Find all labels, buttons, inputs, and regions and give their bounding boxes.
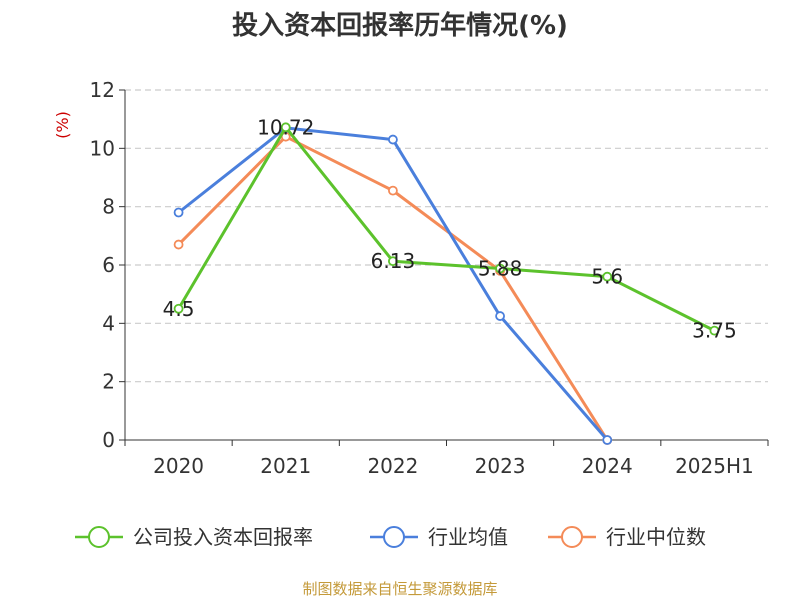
data-point [173,239,184,250]
legend-swatch-marker [561,526,583,548]
y-tick-label: 8 [102,195,115,219]
series-line [177,125,716,332]
data-point [602,435,613,445]
data-label: 4.5 [163,297,195,321]
axes [119,89,769,446]
legend: 公司投入资本回报率 行业均值 行业中位数 [75,525,706,549]
y-tick-labels: 0 2 4 6 8 10 12 [90,78,115,452]
data-label: 6.13 [371,249,416,273]
legend-label: 行业中位数 [606,525,706,549]
data-point [388,256,398,267]
data-point [173,207,184,218]
x-tick-labels: 2020 2021 2022 2023 2024 2025H1 [153,454,754,478]
legend-swatch-marker [383,526,405,548]
x-tick-label: 2024 [582,454,633,478]
data-label: 10.72 [257,115,314,139]
y-tick-label: 0 [102,428,115,452]
data-point [280,122,291,133]
y-tick-label: 2 [102,370,115,394]
data-point [173,303,184,314]
data-labels: 4.5 10.72 6.13 5.88 5.6 3.75 [163,115,737,342]
y-tick-label: 6 [102,253,115,277]
data-point [495,263,505,274]
legend-swatch-marker [88,526,110,548]
data-label: 5.6 [591,265,623,289]
legend-label: 公司投入资本回报率 [133,525,313,549]
chart-title: 投入资本回报率历年情况(%) [232,10,568,41]
x-tick-label: 2025H1 [675,454,754,478]
x-tick-label: 2023 [475,454,526,478]
x-tick-label: 2022 [367,454,418,478]
data-point [388,134,398,145]
data-label: 3.75 [692,319,737,343]
series-line [177,126,609,441]
data-label: 5.88 [478,257,523,281]
source-note: 制图数据来自恒生聚源数据库 [302,580,497,598]
legend-label: 行业均值 [428,525,508,549]
data-point [388,185,398,196]
grid-lines [125,89,768,383]
y-tick-label: 10 [90,136,115,160]
series-line [177,135,609,441]
y-tick-label: 4 [102,311,115,335]
data-point [495,311,505,321]
y-axis-unit: (%) [53,111,72,139]
y-tick-label: 12 [90,78,115,102]
data-point [709,325,720,336]
data-point [602,271,613,282]
series-group [173,122,720,445]
x-tick-label: 2020 [153,454,204,478]
x-tick-label: 2021 [260,454,311,478]
